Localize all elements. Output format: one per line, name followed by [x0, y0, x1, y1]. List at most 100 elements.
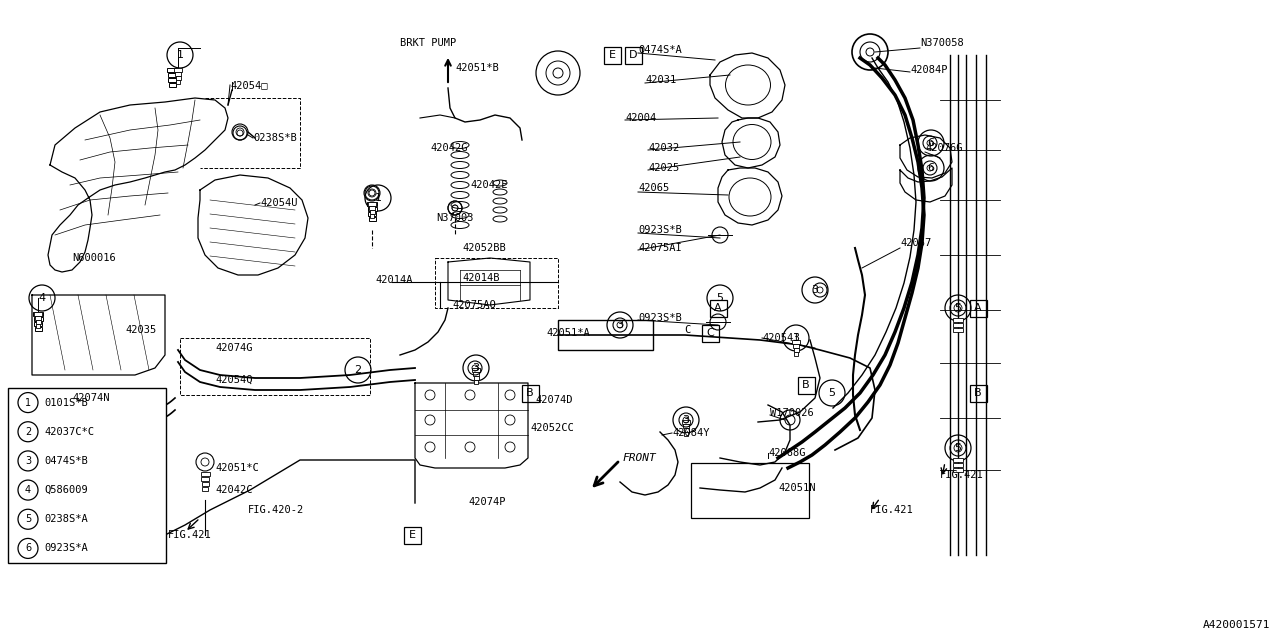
Text: 42074G: 42074G — [215, 343, 252, 353]
Bar — [367, 202, 378, 206]
Text: 42054Q: 42054Q — [215, 375, 252, 385]
Text: 42065: 42065 — [637, 183, 669, 193]
Text: B: B — [803, 380, 810, 390]
Text: 1: 1 — [24, 397, 31, 408]
Text: 0923S*B: 0923S*B — [637, 225, 682, 235]
Bar — [35, 327, 41, 331]
Bar — [691, 463, 809, 518]
Text: 1: 1 — [375, 193, 381, 203]
Text: B: B — [974, 388, 982, 398]
Text: N370058: N370058 — [920, 38, 964, 48]
Text: 42054U: 42054U — [260, 198, 297, 208]
Bar — [36, 324, 40, 328]
Bar — [403, 527, 421, 543]
Text: 6: 6 — [24, 543, 31, 554]
Bar — [370, 210, 375, 214]
Bar — [475, 380, 477, 383]
Text: A420001571: A420001571 — [1202, 620, 1270, 630]
Text: A: A — [714, 303, 722, 313]
Text: 42074P: 42074P — [468, 497, 506, 507]
Text: 0474S*B: 0474S*B — [44, 456, 88, 466]
Text: 4: 4 — [38, 293, 46, 303]
Text: 42052CC: 42052CC — [530, 423, 573, 433]
Bar — [954, 323, 963, 327]
Text: 0923S*A: 0923S*A — [44, 543, 88, 554]
Bar — [954, 463, 963, 467]
Text: 42037C*C: 42037C*C — [44, 427, 93, 436]
Bar — [369, 202, 376, 205]
Text: FIG.420-2: FIG.420-2 — [248, 505, 305, 515]
Bar — [969, 385, 987, 401]
Bar — [684, 428, 689, 431]
Bar — [521, 385, 539, 401]
Bar — [954, 328, 963, 332]
Text: 0474S*A: 0474S*A — [637, 45, 682, 55]
Bar — [792, 344, 799, 348]
Text: 3: 3 — [682, 415, 690, 425]
Text: C: C — [684, 325, 690, 335]
Bar — [701, 324, 718, 342]
Bar — [682, 420, 690, 424]
Text: 3: 3 — [617, 320, 623, 330]
Text: FIG.421: FIG.421 — [940, 470, 984, 480]
Bar — [685, 432, 687, 435]
Text: BRKT PUMP: BRKT PUMP — [401, 38, 456, 48]
Text: 42025: 42025 — [648, 163, 680, 173]
Bar — [472, 368, 480, 371]
Bar — [603, 47, 621, 63]
Bar — [177, 80, 179, 83]
Text: 42074N: 42074N — [72, 393, 110, 403]
Text: 42067: 42067 — [900, 238, 932, 248]
Text: N37003: N37003 — [436, 213, 474, 223]
Text: 1: 1 — [177, 50, 183, 60]
Bar — [175, 72, 182, 76]
Text: 2: 2 — [355, 365, 361, 375]
Bar — [795, 352, 797, 355]
Bar — [166, 68, 177, 72]
Text: 5: 5 — [955, 303, 961, 313]
Text: B: B — [526, 388, 534, 398]
Bar — [625, 47, 641, 63]
Bar — [35, 322, 42, 326]
Text: 5: 5 — [717, 293, 723, 303]
Text: 3: 3 — [792, 333, 800, 343]
Text: W170026: W170026 — [771, 408, 814, 418]
Text: 42042E: 42042E — [470, 180, 507, 190]
Text: 42054□: 42054□ — [230, 80, 268, 90]
Bar — [35, 312, 42, 316]
Text: 0923S*B: 0923S*B — [637, 313, 682, 323]
Text: 42014B: 42014B — [462, 273, 499, 283]
Bar — [369, 217, 375, 221]
Text: 3: 3 — [472, 363, 480, 373]
Bar — [169, 83, 175, 87]
Bar — [175, 76, 180, 79]
Bar — [369, 206, 375, 209]
Text: 6: 6 — [928, 163, 934, 173]
Bar — [558, 320, 653, 350]
Text: D: D — [628, 50, 637, 60]
Text: FRONT: FRONT — [622, 453, 655, 463]
Text: 42084Y: 42084Y — [672, 428, 709, 438]
Text: 42084P: 42084P — [910, 65, 947, 75]
Text: 42042C: 42042C — [215, 485, 252, 495]
Bar — [168, 73, 177, 77]
Bar — [954, 458, 963, 462]
Text: FIG.421: FIG.421 — [168, 530, 211, 540]
Bar — [174, 68, 182, 72]
Text: E: E — [608, 50, 616, 60]
Text: 0238S*A: 0238S*A — [44, 515, 88, 524]
Bar — [474, 376, 479, 380]
Bar — [201, 472, 210, 476]
Text: 5: 5 — [24, 515, 31, 524]
Text: 0238S*B: 0238S*B — [253, 133, 297, 143]
Text: 42052BB: 42052BB — [462, 243, 506, 253]
Text: Q586009: Q586009 — [44, 485, 88, 495]
Text: 4: 4 — [24, 485, 31, 495]
Text: 3: 3 — [24, 456, 31, 466]
Bar — [202, 487, 209, 491]
Text: 3: 3 — [812, 285, 818, 295]
Text: 42032: 42032 — [648, 143, 680, 153]
Text: 5: 5 — [955, 443, 961, 453]
Bar — [33, 317, 42, 321]
Text: 2: 2 — [24, 427, 31, 436]
